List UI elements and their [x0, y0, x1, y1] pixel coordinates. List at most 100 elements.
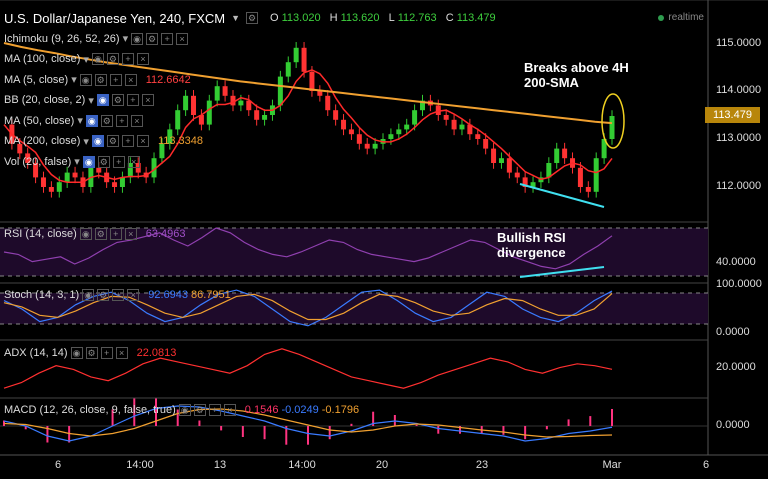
macd-label[interactable]: MACD (12, 26, close, 9, false, true): [4, 404, 176, 416]
plus-icon[interactable]: +: [121, 135, 134, 147]
candle: [167, 129, 173, 144]
settings-icon[interactable]: ⚙: [97, 289, 110, 301]
candle: [562, 148, 568, 159]
plus-icon[interactable]: +: [109, 228, 122, 240]
indicator-label[interactable]: MA (50, close): [4, 114, 75, 127]
plus-icon[interactable]: +: [208, 404, 221, 416]
indicator-legend-row: MA (100, close) ▾ ◉ ⚙ + ×: [4, 53, 149, 66]
indicator-label[interactable]: BB (20, close, 2): [4, 94, 86, 106]
close-icon[interactable]: ×: [223, 404, 236, 416]
chart-header: U.S. Dollar/Japanese Yen, 240, FXCM ▼ ⚙ …: [4, 10, 496, 26]
indicator-label[interactable]: MA (5, close): [4, 73, 69, 86]
settings-icon[interactable]: ⚙: [106, 135, 119, 147]
chevron-down-icon[interactable]: ▾: [83, 135, 89, 148]
close-icon[interactable]: ×: [130, 114, 143, 127]
eye-icon[interactable]: ◉: [85, 114, 98, 127]
chevron-down-icon[interactable]: ▾: [77, 115, 83, 127]
eye-icon[interactable]: ◉: [178, 404, 191, 416]
symbol-title[interactable]: U.S. Dollar/Japanese Yen, 240, FXCM: [4, 10, 226, 26]
candle: [309, 71, 315, 91]
plus-icon[interactable]: +: [115, 114, 128, 127]
plus-icon[interactable]: +: [121, 53, 134, 65]
indicator-label[interactable]: MA (200, close): [4, 135, 81, 147]
close-icon[interactable]: ×: [127, 289, 140, 301]
candle: [277, 76, 283, 106]
close-icon[interactable]: ×: [141, 94, 154, 106]
settings-icon[interactable]: ⚙: [97, 155, 110, 168]
candle: [159, 143, 165, 159]
eye-icon[interactable]: ◉: [79, 228, 92, 240]
candle: [483, 139, 489, 149]
candle: [356, 134, 362, 144]
settings-icon[interactable]: ⚙: [100, 114, 113, 127]
eye-icon[interactable]: ◉: [82, 289, 95, 301]
eye-icon[interactable]: ◉: [70, 347, 83, 359]
eye-icon[interactable]: ◉: [91, 53, 104, 65]
indicator-label[interactable]: Vol (20, false): [4, 155, 72, 168]
stoch-d-value: 86.7951: [190, 289, 231, 301]
macd-signal-value: -0.1796: [321, 404, 360, 416]
close-icon[interactable]: ×: [124, 228, 137, 240]
pane-borders: [0, 0, 768, 456]
candle: [254, 110, 260, 120]
settings-icon[interactable]: ⚙: [193, 404, 206, 416]
candle: [238, 100, 244, 106]
settings-icon[interactable]: ⚙: [94, 73, 107, 86]
time-tick: 6: [54, 459, 62, 471]
candle: [475, 134, 481, 139]
close-label: C: [445, 12, 454, 24]
stoch-label[interactable]: Stoch (14, 3, 1): [4, 289, 80, 301]
indicator-label[interactable]: MA (100, close): [4, 53, 81, 65]
eye-icon[interactable]: ◉: [79, 73, 92, 86]
candle: [601, 139, 607, 159]
candle: [530, 182, 536, 187]
eye-icon[interactable]: ◉: [91, 135, 104, 147]
candle: [230, 95, 236, 106]
settings-icon[interactable]: ⚙: [111, 94, 124, 106]
close-icon[interactable]: ×: [136, 135, 149, 147]
close-icon[interactable]: ×: [136, 53, 149, 65]
macd-signal-line: [3, 408, 613, 438]
eye-icon[interactable]: ◉: [131, 32, 144, 45]
plus-icon[interactable]: +: [100, 347, 113, 359]
settings-icon[interactable]: ⚙: [246, 12, 259, 24]
stoch-tick: 0.0000: [716, 326, 750, 338]
chevron-down-icon[interactable]: ▾: [122, 33, 129, 45]
candle: [341, 119, 347, 130]
rsi-legend: RSI (14, close) ◉ ⚙ + × 63.4963: [4, 228, 186, 240]
settings-icon[interactable]: ⚙: [146, 32, 159, 45]
close-icon[interactable]: ×: [115, 347, 128, 359]
plus-icon[interactable]: +: [112, 289, 125, 301]
plus-icon[interactable]: +: [112, 155, 125, 168]
close-icon[interactable]: ×: [124, 73, 137, 86]
stoch-k-line: [3, 289, 613, 327]
ma5-line: [3, 69, 613, 183]
settings-icon[interactable]: ⚙: [106, 53, 119, 65]
chevron-down-icon[interactable]: ▾: [74, 156, 80, 168]
candle: [554, 148, 560, 163]
plus-icon[interactable]: +: [161, 32, 174, 45]
eye-icon[interactable]: ◉: [82, 155, 95, 168]
plus-icon[interactable]: +: [109, 73, 122, 86]
settings-icon[interactable]: ⚙: [94, 228, 107, 240]
chevron-down-icon[interactable]: ▾: [88, 94, 94, 107]
indicator-label[interactable]: Ichimoku (9, 26, 52, 26): [4, 32, 120, 45]
chevron-down-icon[interactable]: ▼: [231, 13, 241, 23]
chevron-down-icon[interactable]: ▾: [83, 53, 89, 66]
macd-tick: 0.0000: [716, 419, 750, 431]
candle: [467, 124, 473, 135]
settings-icon[interactable]: ⚙: [85, 347, 98, 359]
chevron-down-icon[interactable]: ▾: [71, 74, 77, 86]
candle: [119, 177, 125, 187]
stoch-tick: 100.0000: [716, 278, 762, 290]
adx-label[interactable]: ADX (14, 14): [4, 347, 68, 359]
eye-icon[interactable]: ◉: [96, 94, 109, 106]
candle: [514, 172, 520, 178]
close-icon[interactable]: ×: [176, 32, 189, 45]
rsi-label[interactable]: RSI (14, close): [4, 228, 77, 240]
plus-icon[interactable]: +: [126, 94, 139, 106]
open-label: O: [270, 12, 279, 24]
indicator-value: 113.3348: [157, 135, 204, 147]
close-icon[interactable]: ×: [127, 155, 140, 168]
